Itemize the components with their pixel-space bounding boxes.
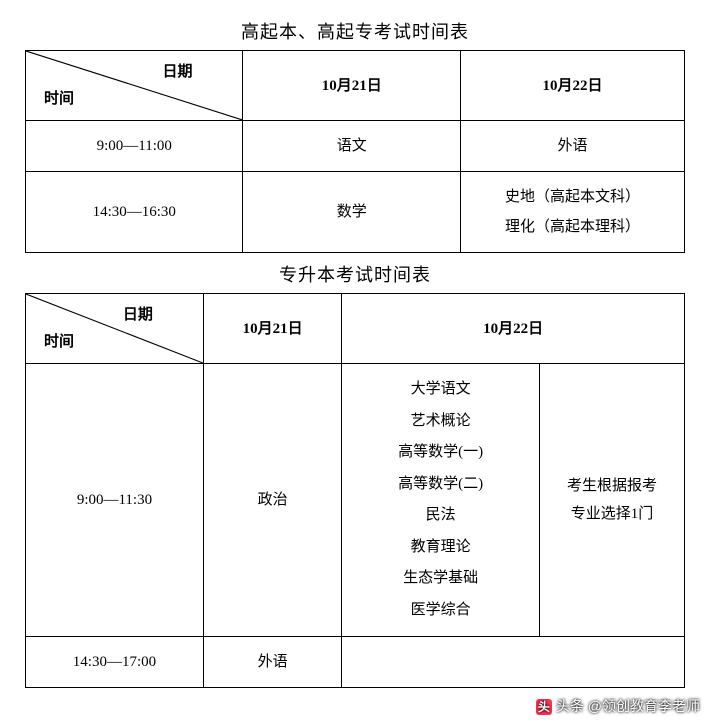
diag-time-label: 时间 — [44, 84, 74, 114]
table2-title: 专升本考试时间表 — [25, 261, 685, 287]
subject-line: 理化（高起本理科） — [465, 212, 680, 242]
subject-cell: 外语 — [203, 637, 341, 688]
table1-date1: 10月21日 — [243, 51, 460, 121]
diag-date-label: 日期 — [162, 57, 192, 87]
table1-date2: 10月22日 — [460, 51, 684, 121]
table1: 日期 时间 10月21日 10月22日 9:00—11:00 语文 外语 14:… — [25, 50, 685, 253]
diag-date-label: 日期 — [123, 300, 153, 330]
subject-cell: 政治 — [203, 364, 341, 637]
table1-title: 高起本、高起专考试时间表 — [25, 18, 685, 44]
table2-date1: 10月21日 — [203, 294, 341, 364]
table2-date2: 10月22日 — [342, 294, 685, 364]
subject-line: 高等数学(一) — [346, 437, 535, 469]
note-line: 专业选择1门 — [544, 500, 680, 529]
subject-line: 生态学基础 — [346, 563, 535, 595]
table2-header-row: 日期 时间 10月21日 10月22日 — [26, 294, 685, 364]
subject-line: 医学综合 — [346, 595, 535, 627]
time-cell: 9:00—11:00 — [26, 121, 243, 172]
table-row: 14:30—16:30 数学 史地（高起本文科） 理化（高起本理科） — [26, 172, 685, 253]
subject-cell: 数学 — [243, 172, 460, 253]
subject-line: 艺术概论 — [346, 406, 535, 438]
note-cell: 考生根据报考 专业选择1门 — [539, 364, 684, 637]
table-row: 9:00—11:00 语文 外语 — [26, 121, 685, 172]
table-row: 9:00—11:30 政治 大学语文 艺术概论 高等数学(一) 高等数学(二) … — [26, 364, 685, 637]
subject-line: 民法 — [346, 500, 535, 532]
subject-cell: 外语 — [460, 121, 684, 172]
diag-time-label: 时间 — [44, 327, 74, 357]
subject-line: 高等数学(二) — [346, 469, 535, 501]
empty-cell — [342, 637, 685, 688]
subject-line: 史地（高起本文科） — [465, 182, 680, 212]
watermark: 头头条 @领创教育李老师 — [536, 696, 700, 716]
subject-cell: 史地（高起本文科） 理化（高起本理科） — [460, 172, 684, 253]
subject-cell: 语文 — [243, 121, 460, 172]
time-cell: 9:00—11:30 — [26, 364, 204, 637]
time-cell: 14:30—16:30 — [26, 172, 243, 253]
toutiao-icon: 头 — [536, 699, 552, 715]
subject-line: 教育理论 — [346, 532, 535, 564]
diag-header-cell: 日期 时间 — [26, 51, 243, 121]
diag-header-cell: 日期 时间 — [26, 294, 204, 364]
note-line: 考生根据报考 — [544, 472, 680, 501]
time-cell: 14:30—17:00 — [26, 637, 204, 688]
table1-header-row: 日期 时间 10月21日 10月22日 — [26, 51, 685, 121]
table2: 日期 时间 10月21日 10月22日 9:00—11:30 政治 大学语文 艺… — [25, 293, 685, 688]
table-row: 14:30—17:00 外语 — [26, 637, 685, 688]
watermark-text: 头条 @领创教育李老师 — [556, 698, 700, 714]
subject-line: 大学语文 — [346, 374, 535, 406]
subject-list-cell: 大学语文 艺术概论 高等数学(一) 高等数学(二) 民法 教育理论 生态学基础 … — [342, 364, 540, 637]
